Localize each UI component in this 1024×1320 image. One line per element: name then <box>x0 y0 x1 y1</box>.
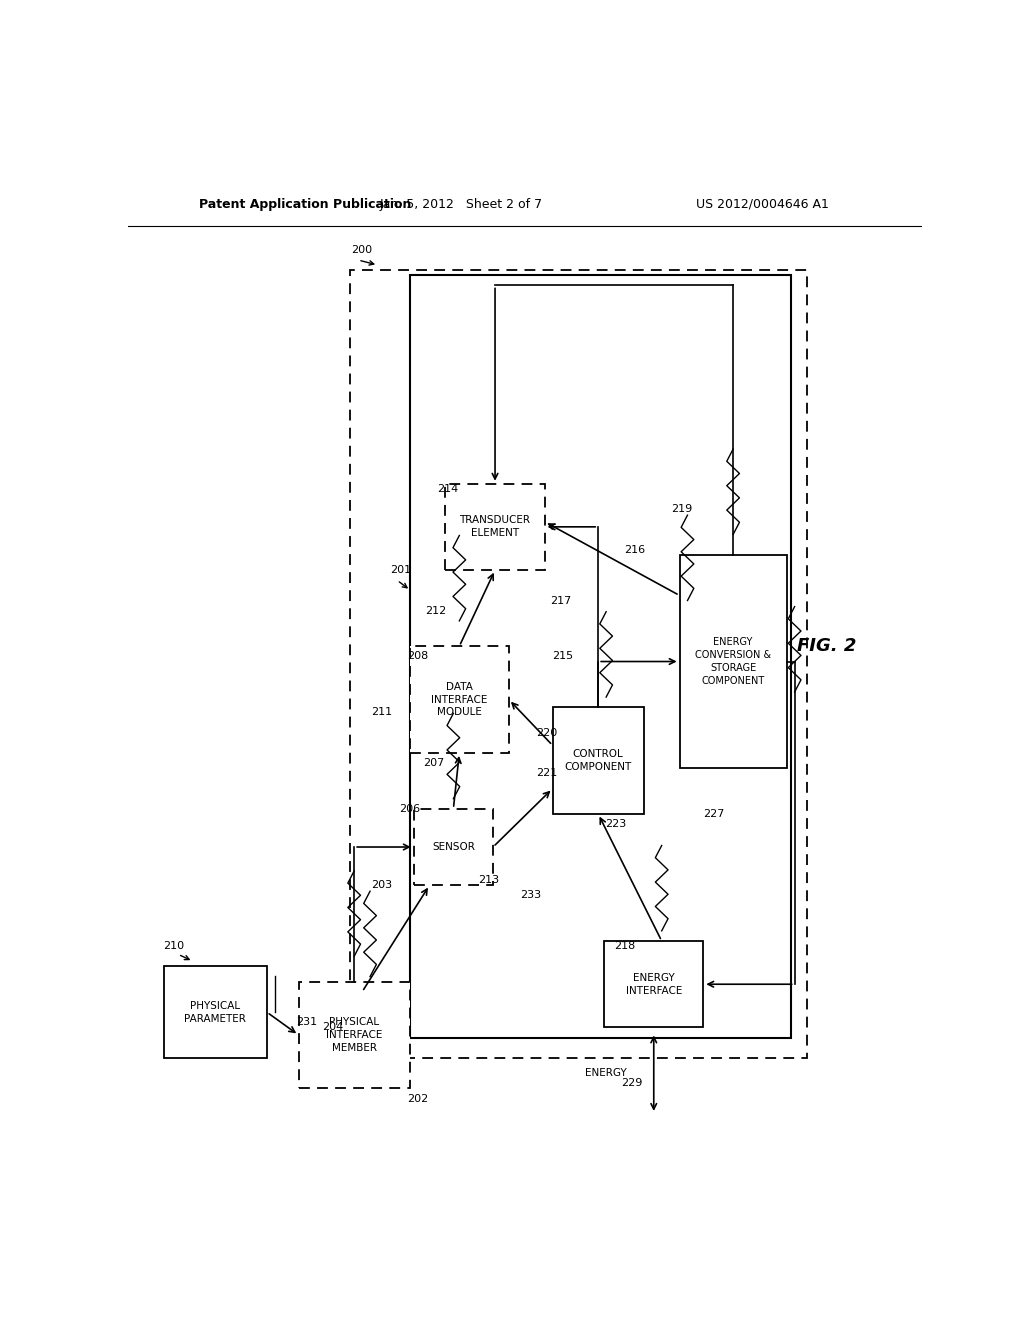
Text: 212: 212 <box>425 606 446 615</box>
Text: 211: 211 <box>372 708 392 717</box>
Text: 227: 227 <box>703 809 724 818</box>
Text: PHYSICAL
INTERFACE
MEMBER: PHYSICAL INTERFACE MEMBER <box>326 1018 382 1053</box>
Text: 208: 208 <box>407 652 428 661</box>
Bar <box>299 982 410 1089</box>
Text: CONTROL
COMPONENT: CONTROL COMPONENT <box>564 750 632 772</box>
Text: 218: 218 <box>614 941 636 952</box>
Text: ENERGY: ENERGY <box>586 1068 627 1078</box>
Text: 201: 201 <box>390 565 412 576</box>
Text: US 2012/0004646 A1: US 2012/0004646 A1 <box>696 198 829 211</box>
Bar <box>680 554 786 768</box>
Text: 206: 206 <box>399 804 420 814</box>
Text: ENERGY
INTERFACE: ENERGY INTERFACE <box>626 973 682 995</box>
Bar <box>410 647 509 752</box>
Text: PHYSICAL
PARAMETER: PHYSICAL PARAMETER <box>184 1001 246 1023</box>
Bar <box>445 483 545 570</box>
Text: 204: 204 <box>323 1023 343 1032</box>
Bar <box>410 276 791 1038</box>
Text: 233: 233 <box>520 890 542 900</box>
Bar <box>350 271 807 1057</box>
Text: Jan. 5, 2012   Sheet 2 of 7: Jan. 5, 2012 Sheet 2 of 7 <box>380 198 543 211</box>
Text: 221: 221 <box>537 768 558 779</box>
Text: 213: 213 <box>478 875 500 884</box>
Text: SENSOR: SENSOR <box>432 842 475 851</box>
Bar <box>604 941 703 1027</box>
Text: 203: 203 <box>372 880 392 890</box>
Text: 207: 207 <box>423 758 444 768</box>
Text: 219: 219 <box>672 504 692 513</box>
Text: 202: 202 <box>407 1093 428 1104</box>
Text: 215: 215 <box>552 652 573 661</box>
Text: 200: 200 <box>351 246 373 255</box>
Bar <box>414 809 493 886</box>
Text: 216: 216 <box>624 545 645 554</box>
Text: 220: 220 <box>537 727 558 738</box>
Text: ENERGY
CONVERSION &
STORAGE
COMPONENT: ENERGY CONVERSION & STORAGE COMPONENT <box>695 638 771 685</box>
Text: TRANSDUCER
ELEMENT: TRANSDUCER ELEMENT <box>460 515 530 539</box>
Bar <box>553 708 644 814</box>
Text: Patent Application Publication: Patent Application Publication <box>200 198 412 211</box>
Text: 229: 229 <box>622 1078 643 1088</box>
Text: 217: 217 <box>550 595 571 606</box>
Text: FIG. 2: FIG. 2 <box>797 638 856 655</box>
Text: 210: 210 <box>164 941 184 952</box>
Text: 214: 214 <box>437 483 459 494</box>
Text: DATA
INTERFACE
MODULE: DATA INTERFACE MODULE <box>431 682 487 718</box>
Text: 231: 231 <box>296 1018 317 1027</box>
Bar <box>164 966 267 1057</box>
Text: 223: 223 <box>605 820 627 829</box>
